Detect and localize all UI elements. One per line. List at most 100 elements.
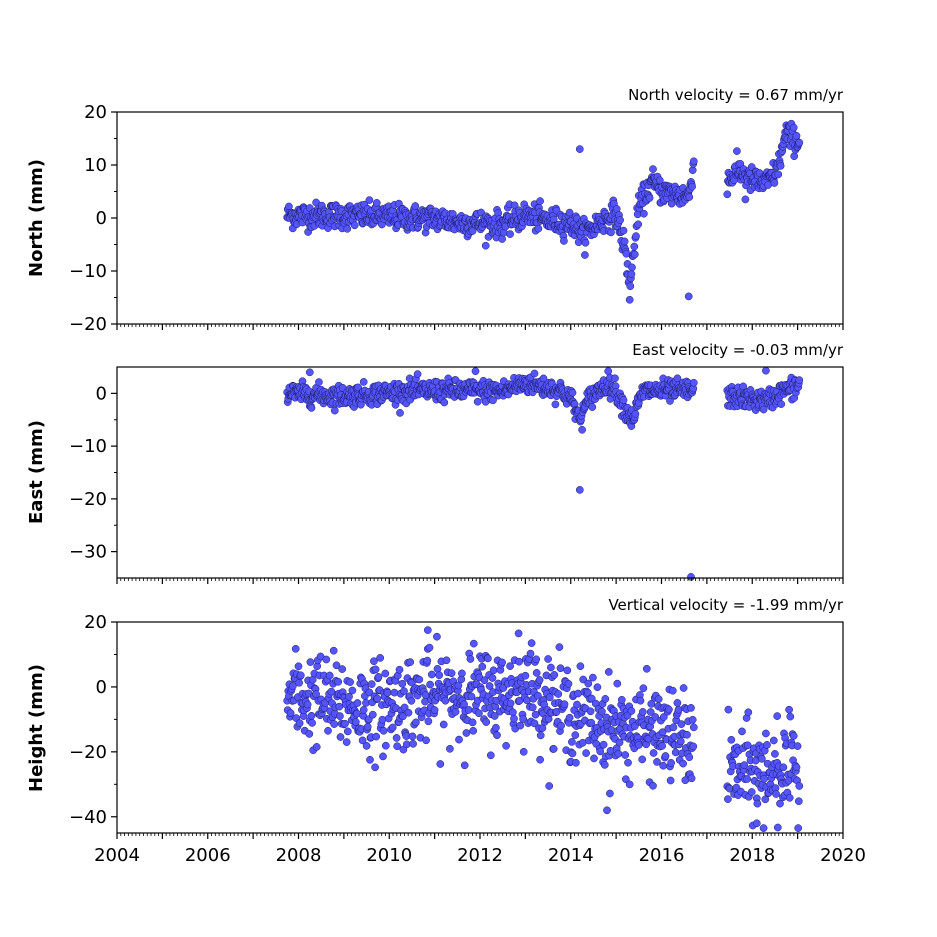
north-data-point bbox=[790, 152, 799, 161]
north-data-point bbox=[792, 131, 801, 140]
height-data-point bbox=[617, 695, 626, 704]
height-data-point bbox=[574, 689, 582, 698]
north-data-point bbox=[506, 230, 514, 238]
height-data-point bbox=[527, 639, 536, 647]
east-data-point bbox=[604, 367, 613, 376]
height-data-point bbox=[563, 666, 572, 675]
height-data-point bbox=[312, 743, 321, 751]
height-data-point bbox=[406, 658, 415, 666]
height-data-point bbox=[359, 706, 368, 714]
height-data-point bbox=[762, 729, 770, 738]
height-data-point bbox=[638, 755, 647, 764]
height-data-point bbox=[502, 741, 510, 750]
height-data-point bbox=[519, 715, 527, 723]
height-data-point bbox=[464, 706, 473, 714]
height-data-point bbox=[685, 753, 694, 762]
north-velocity-title: North velocity = 0.67 mm/yr bbox=[628, 86, 844, 104]
east-data-point bbox=[551, 400, 560, 409]
height-data-point bbox=[480, 676, 489, 685]
height-data-point bbox=[295, 678, 303, 687]
height-data-point bbox=[336, 733, 345, 741]
height-data-point bbox=[348, 686, 357, 695]
height-data-point bbox=[378, 715, 387, 724]
height-data-point bbox=[482, 718, 491, 726]
height-data-point bbox=[306, 658, 315, 666]
height-data-point bbox=[392, 734, 401, 742]
height-data-point bbox=[557, 721, 565, 730]
height-data-point bbox=[519, 747, 528, 756]
height-data-point bbox=[582, 749, 590, 757]
height-plot-frame bbox=[116, 621, 844, 834]
height-data-point bbox=[795, 782, 804, 790]
height-data-point bbox=[506, 662, 514, 670]
height-data-point bbox=[536, 755, 544, 764]
height-axis-label: Height (mm) bbox=[26, 664, 47, 792]
height-data-point bbox=[747, 788, 756, 796]
height-data-point bbox=[329, 646, 338, 655]
height-data-point bbox=[586, 707, 595, 716]
height-data-point bbox=[343, 727, 352, 736]
height-data-point bbox=[606, 789, 614, 798]
north-data-point bbox=[688, 166, 697, 175]
height-data-point bbox=[342, 738, 351, 746]
height-data-point bbox=[753, 799, 762, 808]
height-data-point bbox=[579, 675, 588, 684]
height-data-point bbox=[544, 655, 552, 663]
north-data-point bbox=[468, 227, 477, 235]
height-data-point bbox=[388, 723, 397, 732]
north-ytick-label: 20 bbox=[84, 102, 107, 123]
height-data-point bbox=[530, 719, 539, 728]
height-data-point bbox=[330, 720, 339, 728]
height-data-point bbox=[358, 736, 367, 745]
height-data-point bbox=[395, 665, 404, 674]
east-data-point bbox=[315, 378, 323, 386]
height-data-point bbox=[666, 776, 675, 785]
height-data-point bbox=[587, 694, 596, 703]
height-data-point bbox=[724, 795, 732, 803]
height-data-point bbox=[568, 738, 576, 746]
east-ytick-label: −10 bbox=[69, 436, 107, 457]
north-data-point bbox=[645, 194, 654, 202]
east-data-point bbox=[568, 388, 577, 397]
north-data-point bbox=[625, 295, 634, 304]
height-data-point bbox=[545, 782, 554, 790]
north-data-point bbox=[628, 263, 636, 272]
north-data-point bbox=[626, 282, 635, 291]
height-data-point bbox=[478, 662, 487, 671]
north-data-point bbox=[640, 209, 648, 218]
height-data-point bbox=[400, 703, 409, 712]
east-ytick-label: 0 bbox=[96, 383, 107, 404]
east-data-point bbox=[489, 396, 497, 405]
height-data-point bbox=[647, 700, 656, 708]
height-data-point bbox=[372, 732, 381, 741]
height-data-point bbox=[659, 761, 668, 770]
height-data-point bbox=[366, 755, 374, 764]
height-data-point bbox=[485, 682, 494, 690]
height-data-point bbox=[446, 744, 454, 753]
height-data-point bbox=[462, 729, 471, 737]
height-data-point bbox=[665, 705, 673, 714]
north-data-point bbox=[536, 197, 544, 205]
height-data-point bbox=[341, 719, 349, 728]
east-plot-frame bbox=[116, 366, 844, 579]
height-data-point bbox=[758, 754, 766, 763]
north-data-point bbox=[350, 221, 359, 230]
height-data-point bbox=[322, 655, 331, 664]
height-data-point bbox=[367, 680, 376, 688]
height-data-point bbox=[689, 742, 698, 751]
height-data-point bbox=[362, 742, 371, 750]
height-data-point bbox=[423, 656, 432, 665]
height-data-point bbox=[489, 666, 498, 675]
year-tick-label: 2008 bbox=[276, 845, 322, 866]
height-data-point bbox=[336, 712, 344, 720]
height-outlier-point bbox=[752, 819, 761, 828]
north-data-point bbox=[770, 179, 779, 187]
east-data-point bbox=[330, 406, 339, 415]
north-data-point bbox=[649, 165, 657, 173]
height-data-point bbox=[303, 700, 312, 709]
height-data-point bbox=[488, 674, 497, 682]
height-data-point bbox=[568, 749, 577, 758]
height-data-point bbox=[560, 700, 569, 709]
height-data-point bbox=[793, 742, 802, 750]
